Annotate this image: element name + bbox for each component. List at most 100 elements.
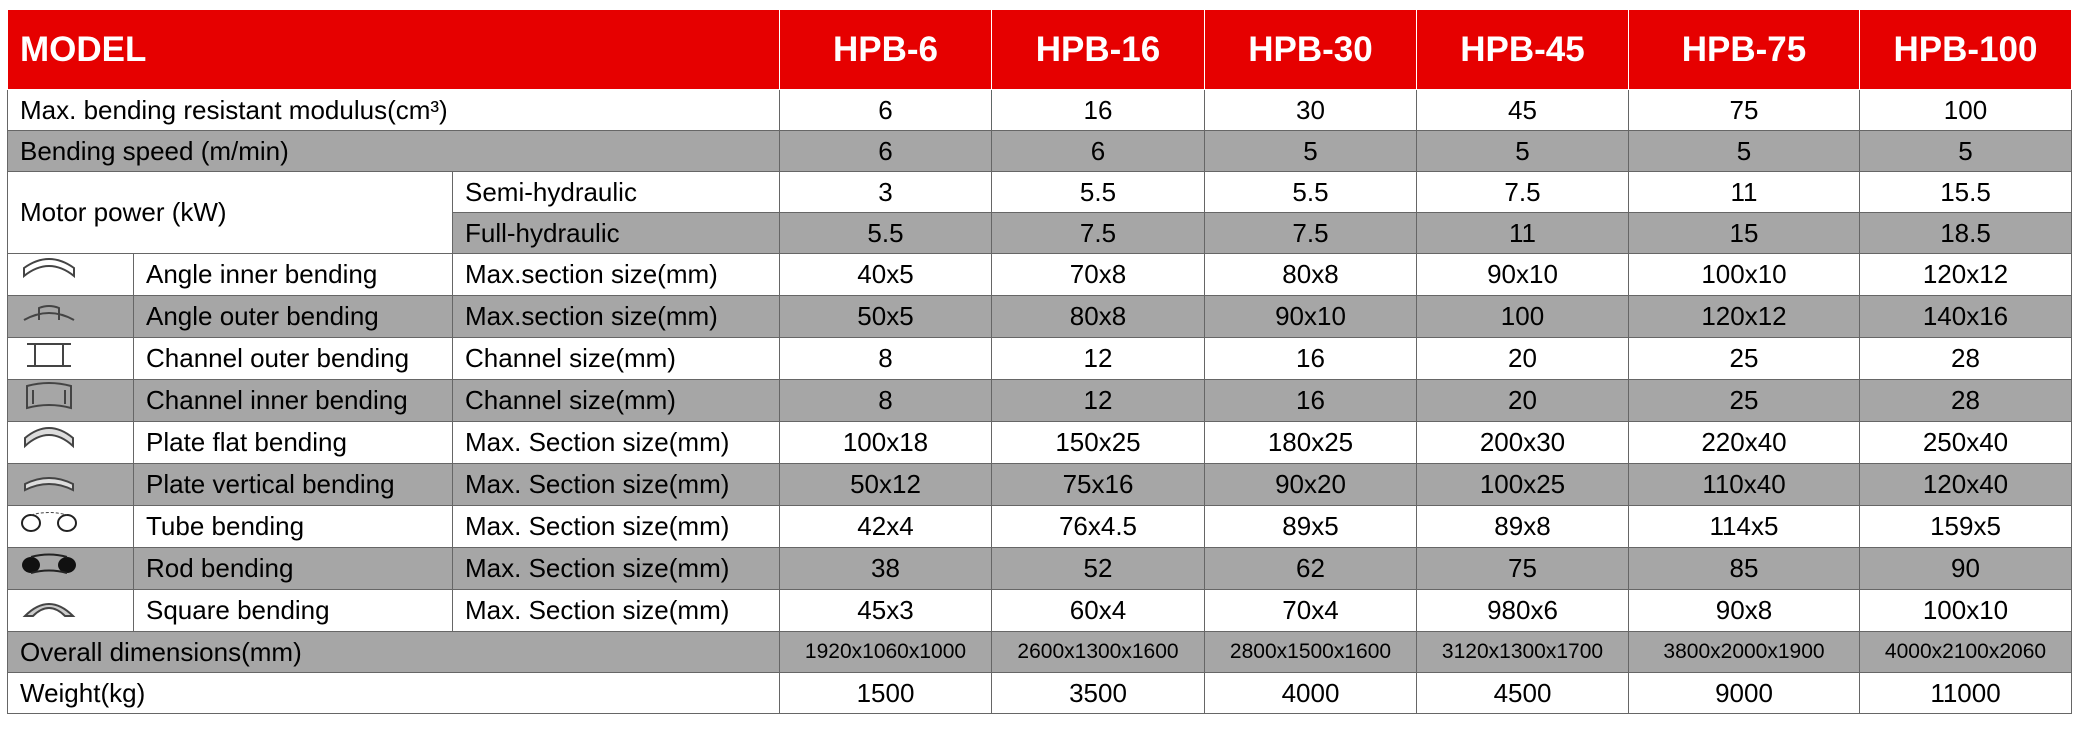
value-cell: 90 [1859, 547, 2072, 590]
value-cell: 15.5 [1859, 171, 2072, 213]
header-cell: HPB-30 [1204, 9, 1417, 90]
spec-table: MODEL HPB-6 HPB-16 HPB-30 HPB-45 HPB-75 HPB-10… [7, 9, 2072, 714]
icon-cell [7, 589, 134, 632]
value-cell: 5 [1204, 130, 1417, 172]
value-cell: 150x25 [991, 421, 1205, 464]
value-cell: 2800x1500x1600 [1204, 631, 1417, 673]
value-cell: 5.5 [779, 212, 992, 254]
value-cell: 38 [779, 547, 992, 590]
icon-cell [7, 337, 134, 380]
value-cell: 3 [779, 171, 992, 213]
value-cell: 11 [1416, 212, 1629, 254]
value-cell: 6 [991, 130, 1205, 172]
value-cell: 5 [1859, 130, 2072, 172]
row-label: Tube bending [133, 505, 453, 548]
table-row: Channel outer bending Channel size(mm) 8 12… [7, 337, 2072, 380]
value-cell: 120x12 [1628, 295, 1860, 338]
value-cell: 3120x1300x1700 [1416, 631, 1629, 673]
value-cell: 45 [1416, 89, 1629, 131]
value-cell: 20 [1416, 337, 1629, 380]
value-cell: 100 [1416, 295, 1629, 338]
value-cell: 4000x2100x2060 [1859, 631, 2072, 673]
value-cell: 4500 [1416, 672, 1629, 714]
table-row: Weight(kg) 1500 3500 4000 4500 9000 11000 [7, 672, 2072, 714]
value-cell: 220x40 [1628, 421, 1860, 464]
value-cell: 85 [1628, 547, 1860, 590]
row-label: Plate vertical bending [133, 463, 453, 506]
value-cell: 180x25 [1204, 421, 1417, 464]
value-cell: 89x5 [1204, 505, 1417, 548]
row-label: Max. bending resistant modulus(cm³) [7, 89, 780, 131]
value-cell: 62 [1204, 547, 1417, 590]
value-cell: 250x40 [1859, 421, 2072, 464]
shape-icon [26, 382, 72, 410]
value-cell: 40x5 [779, 253, 992, 296]
row-label: Square bending [133, 589, 453, 632]
icon-cell [7, 379, 134, 422]
shape-icon [24, 477, 74, 492]
value-cell: 6 [779, 130, 992, 172]
table-row: Full-hydraulic 5.5 7.5 7.5 11 15 18.5 [8, 212, 2072, 254]
icon-cell [7, 421, 134, 464]
row-label: Angle outer bending [133, 295, 453, 338]
sub-label: Semi-hydraulic [452, 171, 780, 213]
value-cell: 16 [1204, 379, 1417, 422]
value-cell: 5 [1628, 130, 1860, 172]
row-label: Weight(kg) [7, 672, 780, 714]
value-cell: 8 [779, 379, 992, 422]
table-row: Square bending Max. Section size(mm) 45x3 6… [7, 589, 2072, 632]
table-row: Angle inner bending Max.section size(mm) 4… [7, 253, 2072, 296]
value-cell: 45x3 [779, 589, 992, 632]
value-cell: 5.5 [1204, 171, 1417, 213]
value-cell: 28 [1859, 379, 2072, 422]
value-cell: 80x8 [1204, 253, 1417, 296]
shape-icon [22, 553, 76, 574]
value-cell: 120x12 [1859, 253, 2072, 296]
value-cell: 76x4.5 [991, 505, 1205, 548]
value-cell: 100x25 [1416, 463, 1629, 506]
sub-label: Max.section size(mm) [452, 295, 780, 338]
value-cell: 7.5 [1416, 171, 1629, 213]
table-row: Overall dimensions(mm) 1920x1060x1000 2600… [7, 631, 2072, 673]
value-cell: 89x8 [1416, 505, 1629, 548]
icon-cell [7, 505, 134, 548]
value-cell: 70x8 [991, 253, 1205, 296]
shape-icon [22, 603, 76, 617]
header-cell: HPB-45 [1416, 9, 1629, 90]
value-cell: 140x16 [1859, 295, 2072, 338]
value-cell: 159x5 [1859, 505, 2072, 548]
table-row: MODEL HPB-6 HPB-16 HPB-30 HPB-45 HPB-75 HPB-10… [7, 9, 2072, 90]
value-cell: 12 [991, 337, 1205, 380]
value-cell: 5.5 [991, 171, 1205, 213]
icon-cell [7, 295, 134, 338]
row-label: Rod bending [133, 547, 453, 590]
value-cell: 120x40 [1859, 463, 2072, 506]
value-cell: 20 [1416, 379, 1629, 422]
sub-label: Max. Section size(mm) [452, 547, 780, 590]
value-cell: 52 [991, 547, 1205, 590]
table-row: Plate flat bending Max. Section size(mm) 1… [7, 421, 2072, 464]
value-cell: 80x8 [991, 295, 1205, 338]
value-cell: 50x12 [779, 463, 992, 506]
value-cell: 100x10 [1628, 253, 1860, 296]
value-cell: 50x5 [779, 295, 992, 338]
table-row: Channel inner bending Channel size(mm) 8 12… [7, 379, 2072, 422]
row-label: Channel inner bending [133, 379, 453, 422]
value-cell: 75x16 [991, 463, 1205, 506]
sub-label: Max. Section size(mm) [452, 421, 780, 464]
value-cell: 90x20 [1204, 463, 1417, 506]
table-row: Motor power (kW) Semi-hydraulic 3 5.5 5.5 7.5… [7, 171, 2072, 254]
value-cell: 6 [779, 89, 992, 131]
header-cell: HPB-100 [1859, 9, 2072, 90]
shape-icon [21, 512, 77, 532]
value-cell: 200x30 [1416, 421, 1629, 464]
value-cell: 75 [1628, 89, 1860, 131]
header-cell: HPB-16 [991, 9, 1205, 90]
sub-label: Max. Section size(mm) [452, 505, 780, 548]
header-cell: MODEL [7, 9, 780, 90]
row-label: Motor power (kW) [7, 171, 453, 254]
value-cell: 4000 [1204, 672, 1417, 714]
table-row: Plate vertical bending Max. Section size(… [7, 463, 2072, 506]
row-label: Plate flat bending [133, 421, 453, 464]
